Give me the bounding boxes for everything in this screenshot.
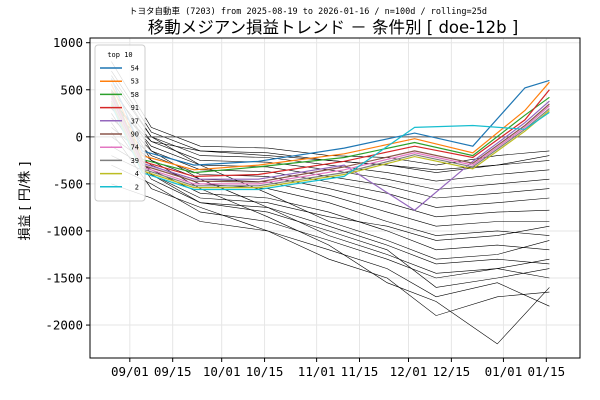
x-tick-label: 12/01	[390, 364, 428, 379]
x-tick-label: 09/01	[111, 364, 149, 379]
series-line-54	[110, 78, 550, 166]
legend-label-58: 58	[131, 91, 139, 99]
series-line-53	[110, 81, 550, 171]
y-tick-label: 500	[60, 82, 83, 97]
background-series-line	[111, 80, 550, 182]
plot-frame	[89, 37, 581, 359]
background-series-line	[111, 122, 550, 288]
legend-title: top 10	[107, 51, 132, 59]
background-series-line	[111, 183, 550, 307]
y-tick-label: -1500	[45, 271, 83, 286]
x-tick-label: 10/15	[246, 364, 284, 379]
series-line-2	[110, 104, 550, 191]
background-series-line	[111, 94, 550, 345]
legend-label-39: 39	[131, 157, 139, 165]
background-series-line	[111, 155, 550, 265]
background-series-line	[111, 131, 550, 316]
y-tick-label: -1000	[45, 223, 83, 238]
chart-suptitle: トヨタ自動車 (7203) from 2025-08-19 to 2026-01…	[129, 6, 487, 17]
legend-label-4: 4	[135, 170, 139, 178]
y-tick-label: -2000	[45, 318, 83, 333]
background-series-line	[111, 127, 550, 227]
legend-label-90: 90	[131, 131, 139, 139]
legend-label-74: 74	[131, 144, 139, 152]
top-series	[110, 78, 550, 211]
legend-label-91: 91	[131, 104, 139, 112]
y-tick-label: 1000	[53, 35, 83, 50]
legend-label-54: 54	[131, 65, 139, 73]
background-series-line	[111, 99, 550, 199]
series-line-37	[110, 94, 550, 211]
y-tick-label: -500	[53, 176, 83, 191]
series-line-58	[110, 89, 550, 174]
background-series	[111, 61, 550, 345]
legend: top 10 54 53 58 91 37 90 74 39 4 2	[94, 44, 146, 202]
background-series-line	[111, 113, 550, 241]
y-tick-label: 0	[75, 129, 83, 144]
y-axis-ticks: 1000 500 0 -500 -1000 -1500 -2000	[45, 35, 90, 333]
legend-items: 54 53 58 91 37 90 74 39 4 2	[100, 65, 139, 191]
y-axis-label: 損益 [ 円/株 ]	[18, 162, 33, 241]
x-tick-label: 10/01	[203, 364, 241, 379]
series-line-91	[110, 89, 550, 178]
series-line-39	[110, 100, 550, 187]
background-series-line	[111, 164, 550, 279]
series-line-74	[110, 98, 550, 185]
legend-box	[94, 44, 146, 202]
background-series-line	[111, 103, 550, 171]
x-tick-label: 09/15	[154, 364, 192, 379]
chart-title: 移動メジアン損益トレンド － 条件別 [ doe-12b ]	[148, 18, 519, 37]
legend-label-37: 37	[131, 117, 139, 125]
x-tick-label: 01/15	[527, 364, 565, 379]
grid	[90, 38, 580, 358]
series-line-4	[110, 102, 550, 189]
x-tick-label: 11/01	[298, 364, 336, 379]
x-tick-label: 11/15	[341, 364, 379, 379]
x-tick-label: 01/01	[485, 364, 523, 379]
background-series-line	[111, 84, 550, 274]
x-tick-label: 12/15	[433, 364, 471, 379]
background-series-line	[111, 75, 550, 260]
background-series-line	[111, 117, 550, 218]
series-line-90	[110, 97, 550, 183]
background-series-line	[111, 145, 550, 251]
background-series-line	[111, 108, 550, 208]
legend-label-2: 2	[135, 183, 139, 191]
legend-label-53: 53	[131, 78, 139, 86]
x-axis-ticks: 09/01 09/15 10/01 10/15 11/01 11/15 12/01 12/15…	[111, 358, 565, 379]
